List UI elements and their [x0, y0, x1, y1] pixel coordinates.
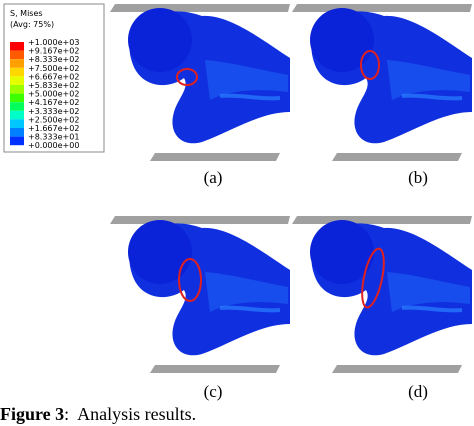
legend: S, Mises (Avg: 75%) +1.000e+03+9.167e+02… [3, 3, 105, 153]
legend-label: +5.833e+02 [28, 81, 79, 90]
panel-a: (a) [110, 4, 290, 187]
legend-swatch [10, 93, 24, 103]
caption: Figure 3: Analysis results. [0, 404, 196, 424]
legend-swatch [10, 136, 24, 146]
caption-text: : Analysis results. [64, 404, 196, 424]
legend-swatch [10, 102, 24, 111]
panel-label: (c) [204, 382, 223, 401]
panel-d: (d) [292, 216, 472, 401]
legend-swatch [10, 59, 24, 68]
legend-swatch [10, 110, 24, 120]
panel-label: (a) [204, 168, 223, 187]
legend-label: +8.333e+02 [28, 55, 79, 64]
legend-swatch [10, 85, 24, 94]
legend-label: +7.500e+02 [28, 64, 79, 73]
legend-swatch [10, 67, 24, 77]
legend-label: +8.333e+01 [28, 133, 79, 142]
legend-label: +9.167e+02 [28, 47, 79, 56]
caption-label: Figure 3 [0, 404, 64, 424]
legend-swatch [10, 42, 24, 51]
legend-swatch [10, 128, 24, 137]
panel-c: (c) [110, 216, 290, 401]
legend-subtitle: (Avg: 75%) [10, 20, 54, 29]
legend-label: +1.667e+02 [28, 124, 79, 133]
panel-b: (b) [292, 4, 472, 187]
legend-entries: +1.000e+03+9.167e+02+8.333e+02+7.500e+02… [10, 38, 79, 150]
legend-label: +3.333e+02 [28, 107, 79, 116]
legend-title: S, Mises [10, 9, 43, 18]
legend-label: +4.167e+02 [28, 98, 79, 107]
legend-label: +5.000e+02 [28, 90, 79, 99]
panel-label: (b) [408, 168, 428, 187]
legend-swatch [10, 119, 24, 128]
legend-label: +6.667e+02 [28, 72, 79, 81]
legend-label: +0.000e+00 [28, 141, 79, 150]
legend-swatch [10, 76, 24, 85]
legend-swatch [10, 50, 24, 60]
legend-label: +1.000e+03 [28, 38, 79, 47]
panel-label: (d) [408, 382, 428, 401]
legend-label: +2.500e+02 [28, 115, 79, 124]
